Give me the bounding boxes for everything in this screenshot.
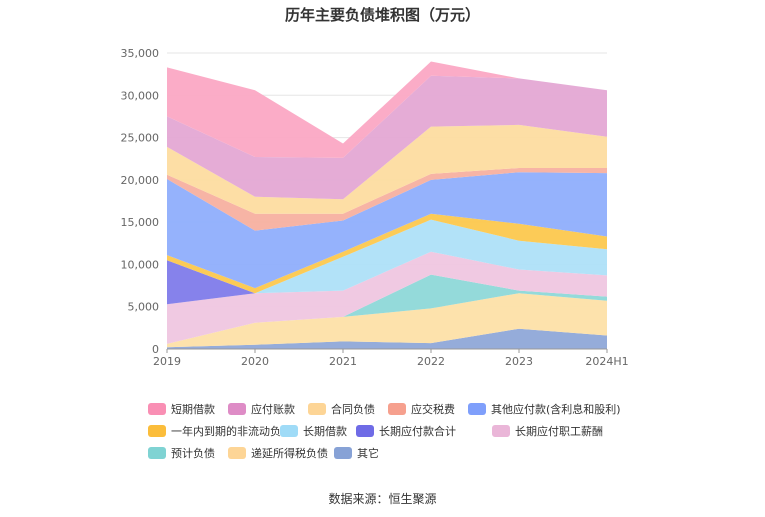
area-series-7 <box>167 172 607 289</box>
stacked-area-chart: 0 5,000 10,000 15,000 20,000 25,000 30,000 35,0… <box>121 47 629 368</box>
x-tick-label: 2019 <box>153 355 181 368</box>
x-tick-label: 2020 <box>241 355 269 368</box>
legend-label: 预计负债 <box>171 447 215 460</box>
legend-label: 长期应付职工薪酬 <box>515 425 603 438</box>
area-series-6 <box>167 213 607 294</box>
legend-item[interactable]: 长期借款 <box>280 424 347 438</box>
area-series-9 <box>167 124 607 214</box>
y-tick-label: 25,000 <box>121 132 160 145</box>
legend-swatch <box>148 425 166 437</box>
legend-item[interactable]: 递延所得税负债 <box>228 446 328 460</box>
legend-swatch <box>468 403 486 415</box>
area-series-5 <box>167 219 607 294</box>
legend-swatch <box>334 447 352 459</box>
legend-swatch <box>492 425 510 437</box>
legend-item[interactable]: 长期应付款合计 <box>356 424 456 438</box>
legend-swatch <box>308 403 326 415</box>
legend-swatch <box>228 447 246 459</box>
y-tick-label: 5,000 <box>128 301 160 314</box>
area-series-0 <box>167 328 607 349</box>
x-tick-label: 2023 <box>505 355 533 368</box>
area-series-10 <box>167 75 607 200</box>
area-series-1 <box>167 293 607 348</box>
legend-item[interactable]: 应付账款 <box>228 402 295 416</box>
legend-swatch <box>228 403 246 415</box>
x-tick-label: 2024H1 <box>585 355 628 368</box>
legend-label: 其他应付款(含利息和股利) <box>491 403 621 416</box>
area-series-2 <box>167 274 607 344</box>
legend-label: 应交税费 <box>411 403 455 416</box>
legend-label: 其它 <box>357 447 379 460</box>
x-tick-label: 2021 <box>329 355 357 368</box>
y-tick-label: 30,000 <box>121 89 160 102</box>
legend-label: 长期应付款合计 <box>379 425 456 438</box>
legend-item[interactable]: 应交税费 <box>388 402 455 416</box>
legend-item[interactable]: 长期应付职工薪酬 <box>492 424 603 438</box>
legend-label: 递延所得税负债 <box>251 447 328 460</box>
legend-swatch <box>148 403 166 415</box>
y-tick-label: 15,000 <box>121 216 160 229</box>
y-tick-label: 35,000 <box>121 47 160 60</box>
data-source: 数据来源：恒生聚源 <box>328 492 437 506</box>
y-tick-label: 0 <box>152 343 159 356</box>
legend-label: 一年内到期的非流动负债 <box>171 425 292 438</box>
y-tick-label: 20,000 <box>121 174 160 187</box>
legend-label: 合同负债 <box>331 403 375 416</box>
area-series-11 <box>167 61 607 158</box>
legend-label: 应付账款 <box>251 403 295 416</box>
legend-item[interactable]: 预计负债 <box>148 446 215 460</box>
legend-item[interactable]: 短期借款 <box>148 402 215 416</box>
legend-swatch <box>280 425 298 437</box>
legend-item[interactable]: 其它 <box>334 446 379 460</box>
y-tick-label: 10,000 <box>121 258 160 271</box>
chart-title: 历年主要负债堆积图（万元） <box>284 6 480 24</box>
legend-label: 长期借款 <box>303 425 347 438</box>
legend-label: 短期借款 <box>171 403 215 416</box>
x-tick-label: 2022 <box>417 355 445 368</box>
area-series-3 <box>167 251 607 344</box>
legend-swatch <box>356 425 374 437</box>
legend-item[interactable]: 合同负债 <box>308 402 375 416</box>
legend-item[interactable]: 一年内到期的非流动负债 <box>148 424 292 438</box>
area-series-8 <box>167 168 607 231</box>
legend-swatch <box>148 447 166 459</box>
legend-item[interactable]: 其他应付款(含利息和股利) <box>468 402 621 416</box>
legend-swatch <box>388 403 406 415</box>
